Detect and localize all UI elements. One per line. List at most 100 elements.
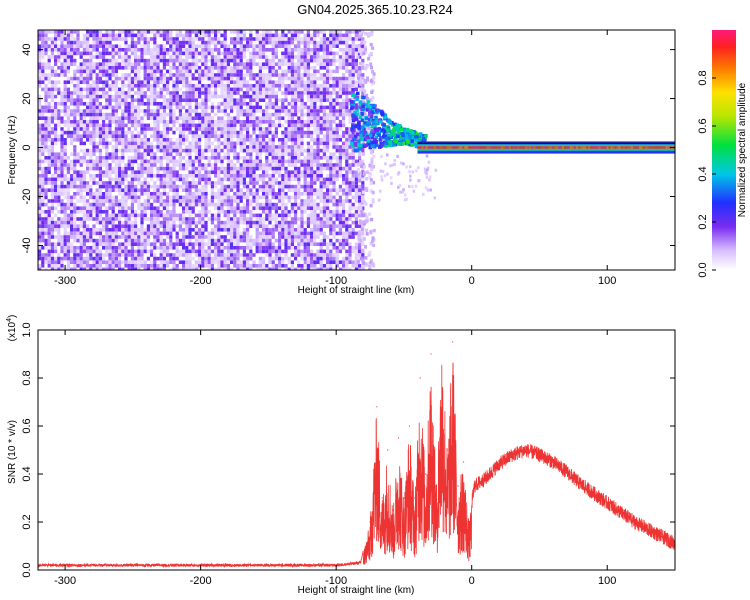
- heatmap-cell: [194, 260, 198, 264]
- heatmap-cell: [242, 206, 246, 210]
- heatmap-cell: [127, 192, 131, 196]
- heatmap-cell: [92, 87, 96, 92]
- heatmap-cell: [185, 202, 189, 207]
- heatmap-cell: [150, 267, 154, 270]
- heatmap-cell: [66, 217, 70, 221]
- heatmap-cell: [322, 73, 326, 77]
- heatmap-cell: [303, 156, 307, 160]
- heatmap-cell: [127, 181, 131, 185]
- heatmap-cell: [118, 30, 122, 34]
- heatmap-cell: [306, 195, 310, 200]
- heatmap-cell: [146, 112, 150, 117]
- heatmap-cell: [150, 242, 154, 246]
- heatmap-cell: [182, 217, 186, 221]
- heatmap-cell: [182, 91, 186, 95]
- heatmap-cell: [57, 37, 61, 41]
- heatmap-cell: [130, 163, 134, 167]
- heatmap-cell: [105, 37, 109, 41]
- heatmap-cell: [118, 242, 122, 246]
- heatmap-cell: [47, 66, 51, 70]
- heatmap-cell: [108, 123, 112, 128]
- heatmap-cell: [297, 120, 301, 124]
- heatmap-cell: [262, 267, 266, 270]
- heatmap-cell: [159, 166, 163, 171]
- heatmap-cell: [57, 109, 61, 113]
- heatmap-cell: [44, 195, 48, 200]
- heatmap-cell: [162, 44, 166, 48]
- heatmap-cell: [57, 166, 61, 171]
- heatmap-cell: [268, 184, 272, 189]
- heatmap-cell: [166, 40, 170, 45]
- heatmap-cell: [66, 33, 70, 38]
- heatmap-cell: [47, 220, 51, 225]
- heatmap-cell: [89, 130, 93, 135]
- heatmap-cell: [194, 238, 198, 243]
- heatmap-cell: [252, 253, 256, 257]
- heatmap-cell: [54, 141, 58, 146]
- heatmap-cell: [130, 202, 134, 207]
- heatmap-cell: [297, 40, 301, 45]
- heatmap-cell: [41, 166, 45, 171]
- heatmap-cell: [82, 58, 86, 63]
- heatmap-cell: [185, 181, 189, 185]
- heatmap-cell: [82, 48, 86, 52]
- heatmap-cell: [300, 73, 304, 77]
- heatmap-cell: [233, 210, 237, 214]
- heatmap-cell: [271, 174, 275, 178]
- heatmap-cell: [169, 217, 173, 221]
- heatmap-cell: [294, 98, 298, 102]
- heatmap-cell: [284, 51, 288, 56]
- heatmap-cell: [89, 98, 93, 102]
- heatmap-cell: [322, 91, 326, 95]
- heatmap-cell: [175, 238, 179, 243]
- heatmap-cell: [214, 127, 218, 131]
- heatmap-cell: [300, 202, 304, 207]
- heatmap-cell: [188, 73, 192, 77]
- heatmap-cell: [70, 163, 74, 167]
- heatmap-cell: [92, 69, 96, 74]
- heatmap-cell: [274, 181, 278, 185]
- heatmap-cell: [236, 224, 240, 228]
- heatmap-cell: [82, 51, 86, 56]
- heatmap-cell: [246, 105, 250, 110]
- heatmap-cell: [252, 73, 256, 77]
- heatmap-cell: [156, 91, 160, 95]
- heatmap-cell: [127, 91, 131, 95]
- heatmap-cell: [281, 80, 285, 84]
- heatmap-cell: [252, 199, 256, 203]
- heatmap-cell: [140, 138, 144, 142]
- heatmap-cell: [63, 195, 67, 200]
- heatmap-cell: [92, 62, 96, 66]
- heatmap-cell: [121, 267, 125, 270]
- heatmap-cell: [214, 246, 218, 250]
- heatmap-cell: [57, 170, 61, 174]
- heatmap-cell: [310, 192, 314, 196]
- heatmap-cell: [278, 249, 282, 254]
- heatmap-cell: [134, 217, 138, 221]
- heatmap-cell: [278, 44, 282, 48]
- heatmap-cell: [70, 228, 74, 232]
- heatmap-cell: [63, 44, 67, 48]
- heatmap-cell: [60, 62, 64, 66]
- heatmap-cell: [54, 260, 58, 264]
- heatmap-cell: [220, 224, 224, 228]
- heatmap-cell: [201, 58, 205, 63]
- heatmap-cell: [108, 37, 112, 41]
- heatmap-cell: [278, 123, 282, 128]
- heatmap-cell: [262, 228, 266, 232]
- heatmap-cell: [294, 267, 298, 270]
- heatmap-cell: [118, 148, 122, 153]
- heatmap-cell: [143, 235, 147, 239]
- heatmap-cell: [207, 33, 211, 38]
- heatmap-cell: [287, 188, 291, 192]
- heatmap-cell: [271, 192, 275, 196]
- heatmap-cell: [140, 242, 144, 246]
- heatmap-cell: [140, 51, 144, 56]
- heatmap-cell: [297, 55, 301, 59]
- heatmap-cell: [239, 94, 243, 99]
- heatmap-cell: [233, 66, 237, 70]
- heatmap-cell: [223, 188, 227, 192]
- heatmap-cell: [242, 141, 246, 146]
- heatmap-cell: [86, 87, 90, 92]
- heatmap-cell: [50, 141, 54, 146]
